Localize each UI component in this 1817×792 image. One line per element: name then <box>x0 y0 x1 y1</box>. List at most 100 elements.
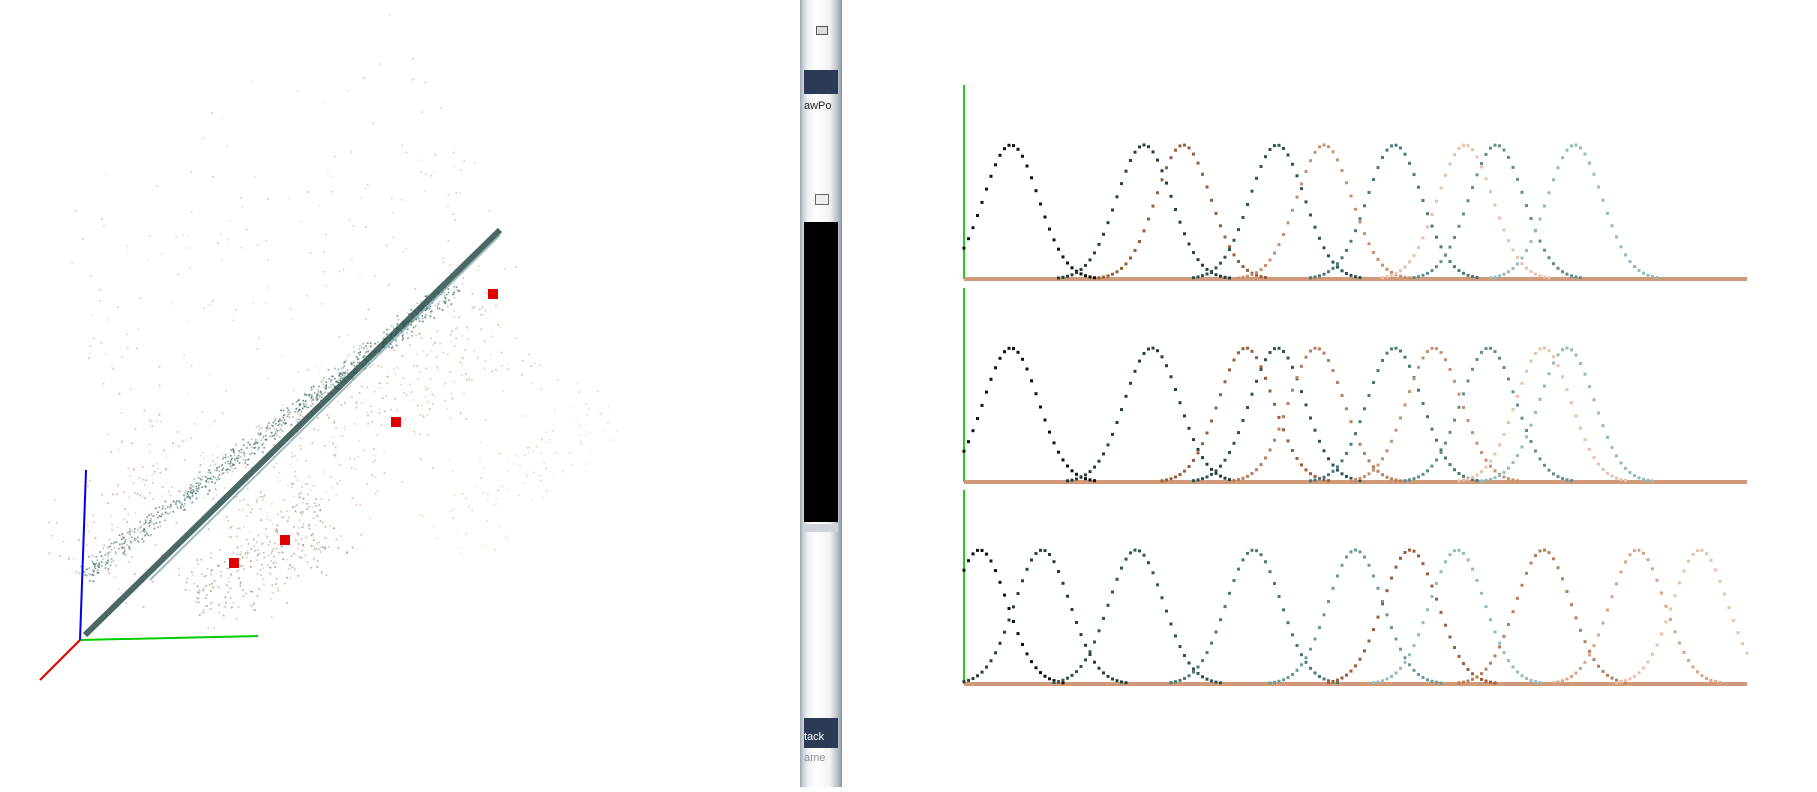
cloud-point <box>432 525 435 528</box>
cloud-point <box>261 543 263 545</box>
curve-point <box>1457 479 1461 483</box>
curve-point <box>1151 150 1155 154</box>
curve-point <box>1075 477 1078 481</box>
cloud-point <box>155 522 158 524</box>
cloud-point <box>271 550 273 552</box>
cloud-point <box>396 315 399 317</box>
curve-point <box>1745 651 1749 655</box>
cloud-point <box>362 342 365 345</box>
scatter-plot-3d-view[interactable] <box>0 0 800 787</box>
curve-point <box>1430 584 1434 588</box>
curve-point <box>1300 187 1303 191</box>
curve-point <box>1138 359 1141 363</box>
cloud-point <box>264 434 267 437</box>
cloud-point <box>290 555 293 557</box>
cloud-point <box>609 439 612 441</box>
cloud-point <box>189 491 192 494</box>
curve-point <box>1556 266 1560 270</box>
cloud-point <box>237 577 240 579</box>
cloud-point <box>481 313 484 316</box>
cloud-point <box>220 575 222 577</box>
cloud-point <box>235 617 238 620</box>
curve-point <box>1291 673 1294 676</box>
curve-point <box>1228 248 1231 251</box>
splitter-tab-label-bottom[interactable]: tack <box>804 731 825 743</box>
cloud-point <box>203 485 206 488</box>
cloud-point <box>362 347 365 350</box>
cloud-point <box>326 414 329 416</box>
cloud-point <box>299 414 302 416</box>
cloud-point <box>134 573 136 575</box>
cloud-point <box>137 540 139 543</box>
cloud-point <box>230 455 232 457</box>
curve-point <box>1102 671 1105 675</box>
cloud-point <box>568 451 571 454</box>
cloud-point <box>419 514 421 516</box>
cloud-point <box>276 547 278 550</box>
cloud-point <box>403 392 405 394</box>
cloud-point <box>165 468 167 471</box>
curve-point <box>1466 144 1470 148</box>
curve-point <box>1430 269 1434 273</box>
curve-point <box>1016 592 1020 596</box>
cloud-point <box>179 490 182 493</box>
scatter-canvas[interactable] <box>0 0 800 787</box>
cloud-point <box>164 508 167 510</box>
cloud-point <box>235 457 238 459</box>
curve-point <box>1682 569 1686 573</box>
curve-point <box>1597 633 1600 637</box>
cloud-point <box>417 316 419 319</box>
cloud-point <box>211 478 213 480</box>
cloud-point <box>100 555 103 557</box>
curve-point <box>1183 143 1186 147</box>
curve-point <box>1588 385 1591 389</box>
cloud-point <box>304 554 307 557</box>
cloud-point <box>265 430 267 432</box>
cloud-point <box>217 456 219 459</box>
curve-point <box>1250 189 1254 193</box>
curve-point <box>1349 669 1353 673</box>
cloud-point <box>388 14 391 16</box>
curve-point <box>1462 212 1465 216</box>
curve-point <box>1466 558 1470 562</box>
cloud-point <box>94 565 96 568</box>
cloud-point <box>335 427 337 429</box>
gaussian-curve-5 <box>1232 346 1402 483</box>
cloud-point <box>437 303 440 305</box>
cloud-point <box>267 515 269 517</box>
splitter-tab-label-top[interactable]: awPo <box>804 100 832 112</box>
curve-point <box>985 552 988 556</box>
cloud-point <box>134 539 137 541</box>
cloud-point <box>259 519 262 522</box>
cloud-point <box>345 359 347 362</box>
cloud-point <box>325 574 328 576</box>
cloud-point <box>443 294 446 297</box>
curve-point <box>1439 245 1443 249</box>
red-marker-3 <box>280 535 290 545</box>
cloud-point <box>322 393 325 395</box>
cloud-point <box>266 512 269 514</box>
cloud-point <box>369 345 372 348</box>
cloud-point <box>282 552 284 554</box>
curve-point <box>1462 392 1465 396</box>
curve-point <box>1304 355 1308 359</box>
cloud-point <box>183 509 185 511</box>
curve-point <box>1210 198 1213 202</box>
cloud-point <box>308 506 310 508</box>
splitter-window-icon[interactable] <box>804 192 838 206</box>
cloud-point <box>286 602 288 604</box>
cloud-point <box>59 555 61 557</box>
panel-splitter[interactable]: awPo tack ame <box>800 0 842 787</box>
curve-point <box>1714 568 1717 572</box>
curve-canvas[interactable] <box>842 0 1817 787</box>
cloud-point <box>341 435 344 437</box>
curve-plot-view[interactable] <box>842 0 1817 787</box>
cloud-point <box>211 569 213 571</box>
cloud-point <box>211 112 213 114</box>
cloud-point <box>93 570 95 572</box>
curve-point <box>1570 401 1573 405</box>
cloud-point <box>189 246 191 249</box>
cloud-point <box>370 410 373 413</box>
splitter-toolbar-icon[interactable] <box>804 18 838 38</box>
cloud-point <box>455 191 458 194</box>
